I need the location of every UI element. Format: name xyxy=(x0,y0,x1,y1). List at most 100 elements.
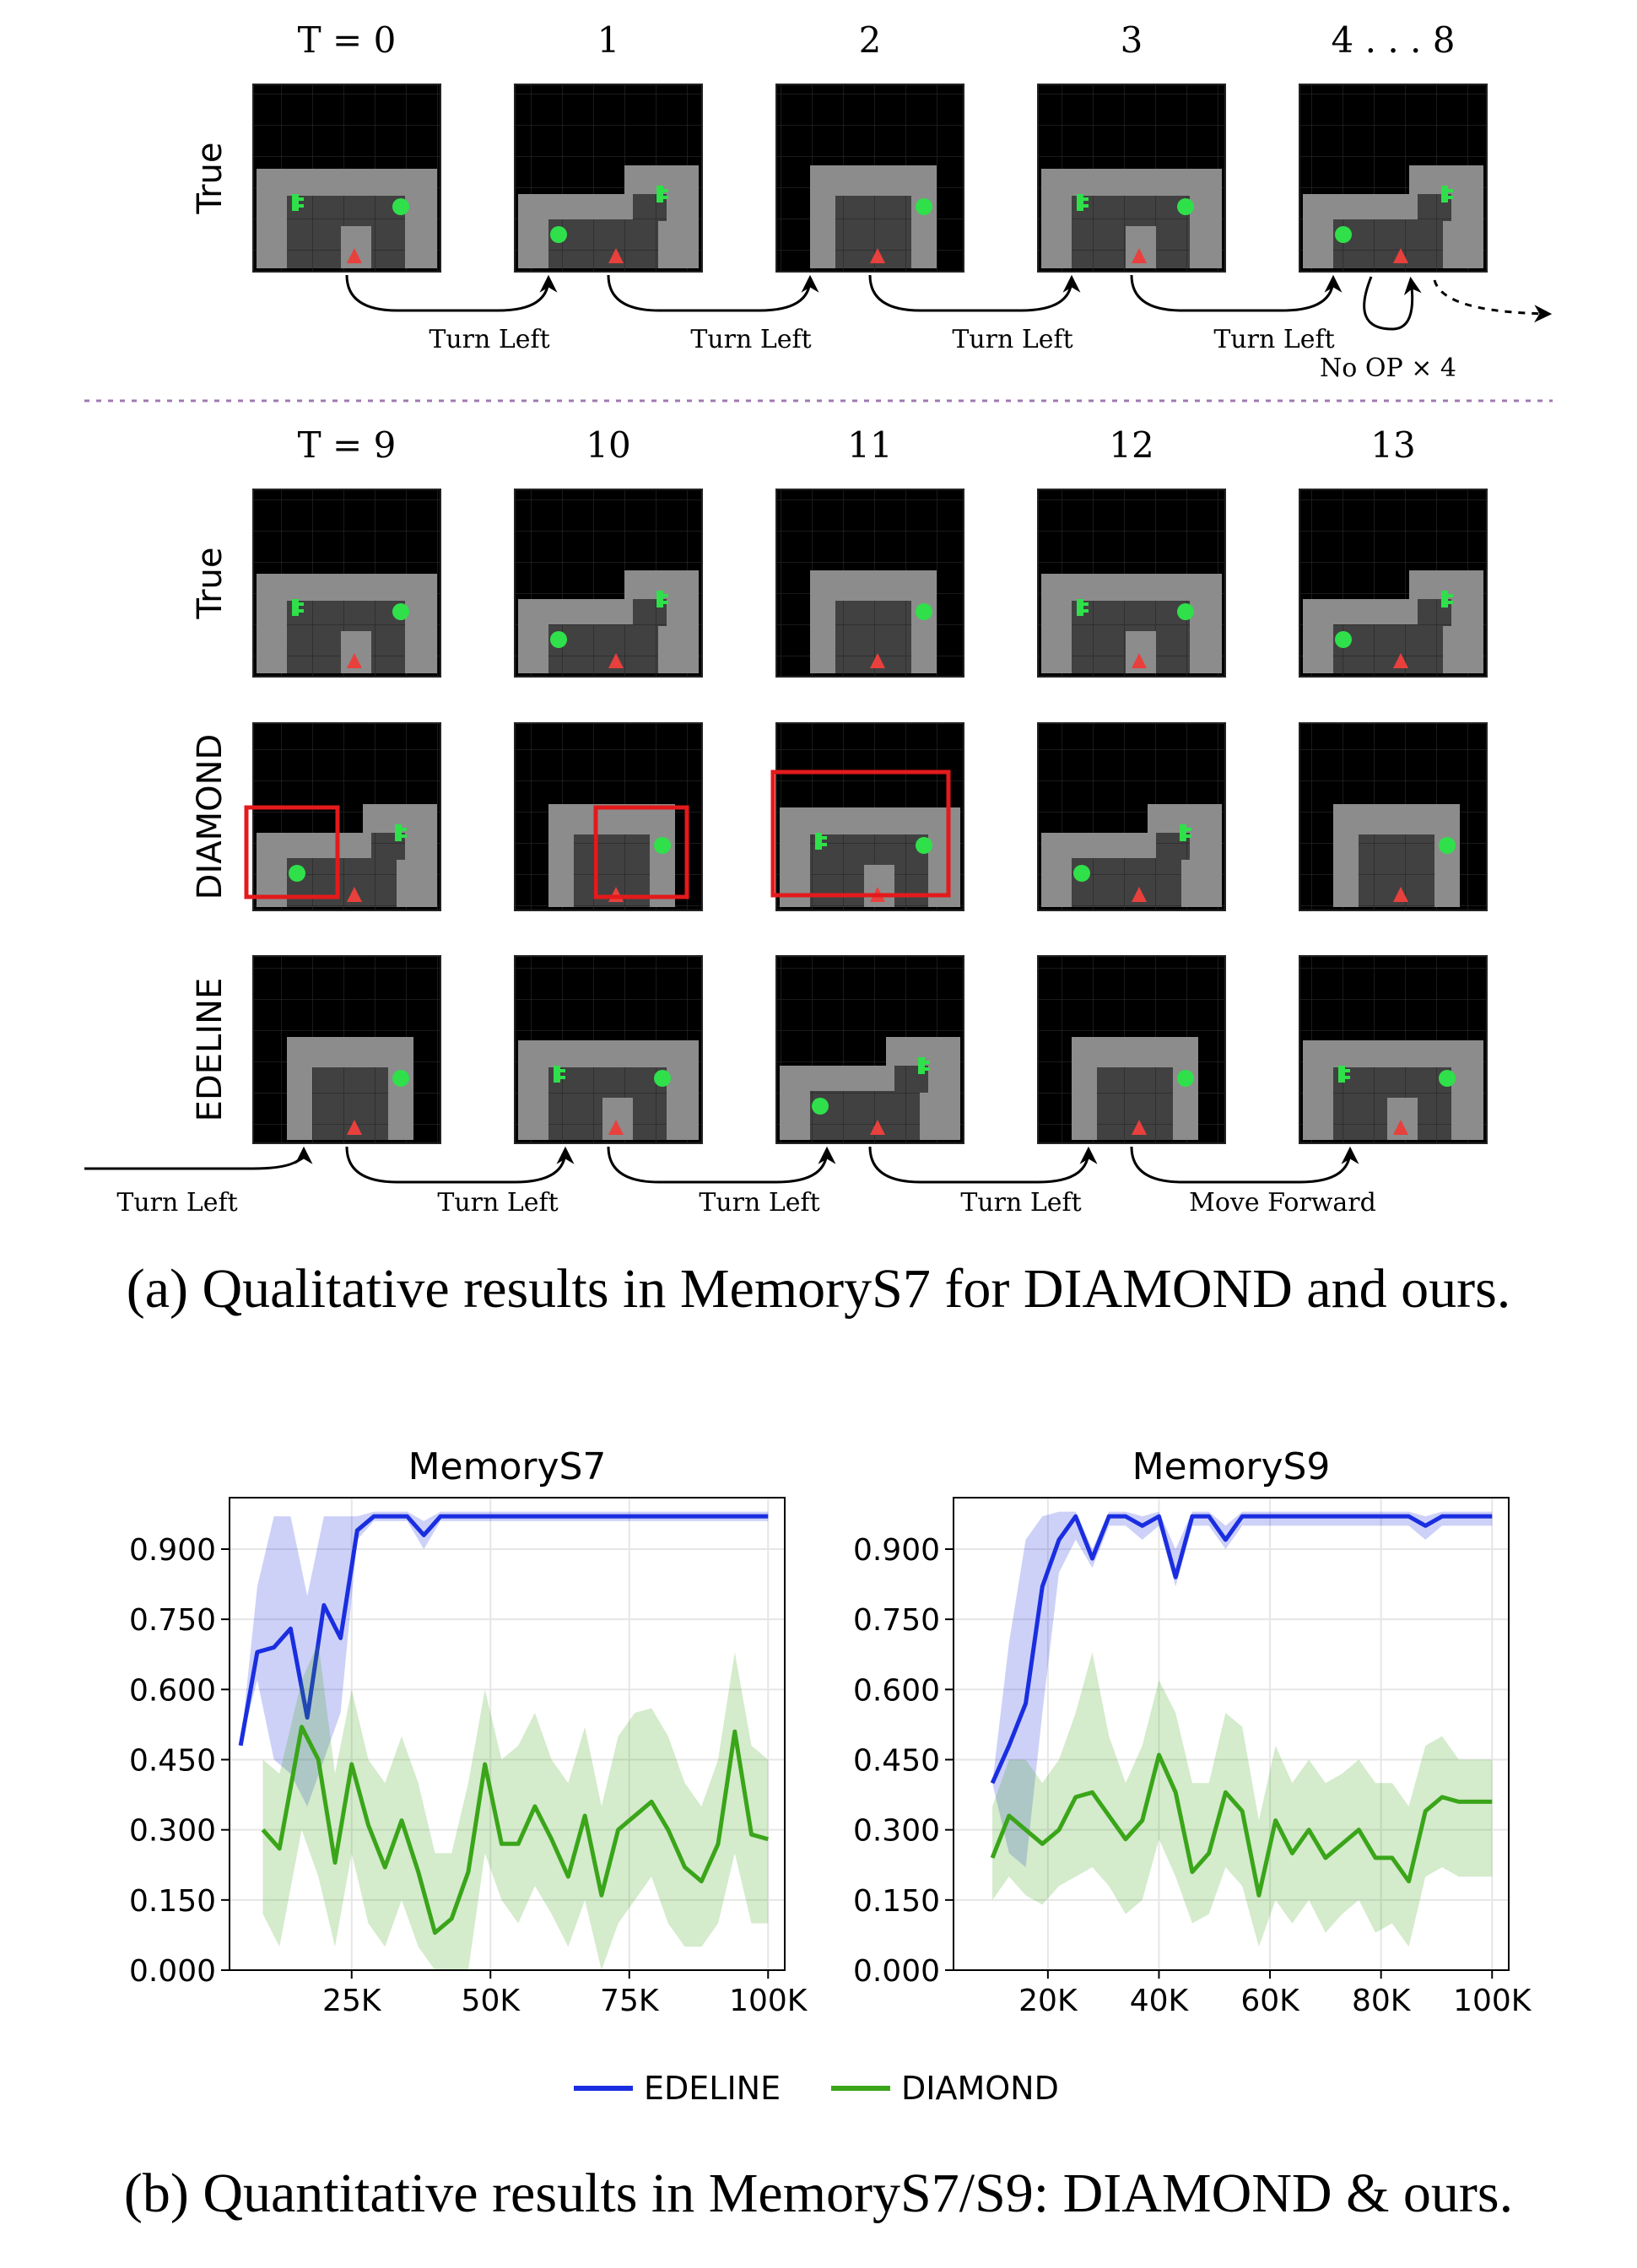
plot-frame xyxy=(953,1497,1510,1971)
action-label-top-1: Turn Left xyxy=(690,325,811,354)
quantitative-charts: 0.000 0.150 0.300 0.450 0.600 0.750 0.900 25K 50… xyxy=(129,1445,1532,2107)
timestep-bottom-label-2: 11 xyxy=(847,424,892,466)
action-label-top-2: Turn Left xyxy=(952,325,1072,354)
row-label-bottom-0: True xyxy=(191,548,230,620)
panel-true-top-0 xyxy=(252,84,441,273)
panel-edeline-1 xyxy=(514,955,703,1144)
panel-edeline-2 xyxy=(775,955,964,1144)
timestep-bottom-label-3: 12 xyxy=(1109,424,1153,466)
action-arrow-bottom-4 xyxy=(1130,1146,1359,1184)
action-arrow-bottom-1 xyxy=(345,1146,575,1184)
timestep-top-label-1: 1 xyxy=(597,19,620,61)
band-diamond xyxy=(992,1651,1493,1947)
panel-true-1 xyxy=(514,489,703,678)
row-label-bottom-2: EDELINE xyxy=(191,978,230,1122)
ytick-label-5: 0.750 xyxy=(129,1603,216,1638)
action-label-bottom-4: Move Forward xyxy=(1189,1188,1376,1218)
ytick-label-3: 0.450 xyxy=(853,1743,940,1778)
ytick-label-2: 0.300 xyxy=(129,1814,216,1849)
ytick-label-1: 0.150 xyxy=(129,1884,216,1919)
ytick-label-4: 0.600 xyxy=(853,1673,940,1708)
panel-true-0 xyxy=(252,489,441,678)
legend: EDELINE DIAMOND xyxy=(574,2070,1059,2107)
action-label-bottom-1: Turn Left xyxy=(437,1188,558,1218)
timestep-bottom-label-4: 13 xyxy=(1370,424,1415,466)
panel-edeline-4 xyxy=(1299,955,1488,1144)
series-line-diamond xyxy=(261,1725,769,1936)
band-edeline xyxy=(992,1511,1493,1868)
legend-label-diamond: DIAMOND xyxy=(901,2070,1059,2107)
timestep-bottom-label-1: 10 xyxy=(586,424,630,466)
chart-memorys7: 0.000 0.150 0.300 0.450 0.600 0.750 0.900 25K 50… xyxy=(129,1445,808,2018)
highlight-box-0 xyxy=(244,805,340,899)
continue-arrow xyxy=(1433,279,1553,323)
panel-edeline-3 xyxy=(1037,955,1226,1144)
caption-b: (b) Quantitative results in MemoryS7/S9:… xyxy=(123,2163,1514,2224)
xtick-label-1: 50K xyxy=(462,1984,521,2018)
timestep-top-label-0: T = 0 xyxy=(298,19,397,61)
panel-diamond-4 xyxy=(1299,722,1488,911)
panel-true-2 xyxy=(775,489,964,678)
chart-title: MemoryS7 xyxy=(408,1445,607,1488)
action-label-bottom-2: Turn Left xyxy=(699,1188,819,1218)
caption-a: (a) Qualitative results in MemoryS7 for … xyxy=(126,1258,1511,1320)
xtick-label-3: 100K xyxy=(729,1984,808,2018)
ytick-label-0: 0.000 xyxy=(129,1954,216,1989)
noop-label: No OP × 4 xyxy=(1320,354,1456,383)
timestep-top-label-2: 2 xyxy=(859,19,882,61)
band-diamond xyxy=(262,1642,769,1970)
timestep-top-label-4: 4 . . . 8 xyxy=(1332,19,1456,61)
ytick-label-6: 0.900 xyxy=(853,1533,940,1568)
row-label-bottom-1: DIAMOND xyxy=(191,734,230,900)
row-label-top-true: True xyxy=(191,143,230,215)
action-arrow-top-0 xyxy=(345,274,558,312)
xtick-label-3: 80K xyxy=(1352,1984,1412,2018)
plot-frame xyxy=(229,1497,786,1971)
highlight-box-1 xyxy=(593,805,689,899)
timestep-top-label-3: 3 xyxy=(1121,19,1143,61)
series-line-diamond xyxy=(990,1752,1493,1898)
action-arrow-top-3 xyxy=(1130,274,1343,312)
panel-true-top-1 xyxy=(514,84,703,273)
panel-true-top-2 xyxy=(775,84,964,273)
action-arrow-bottom-2 xyxy=(607,1146,836,1184)
panel-diamond-1 xyxy=(514,722,703,911)
ytick-label-5: 0.750 xyxy=(853,1603,940,1638)
xtick-label-2: 60K xyxy=(1240,1984,1300,2018)
xtick-label-0: 25K xyxy=(322,1984,382,2018)
action-arrow-top-2 xyxy=(868,274,1081,312)
ytick-label-4: 0.600 xyxy=(129,1673,216,1708)
chart-title: MemoryS9 xyxy=(1132,1445,1331,1488)
panel-true-3 xyxy=(1037,489,1226,678)
highlight-box-2 xyxy=(770,770,951,898)
xtick-label-2: 75K xyxy=(600,1984,660,2018)
series-line-edeline xyxy=(238,1514,769,1747)
panel-diamond-0 xyxy=(252,722,441,911)
ytick-label-6: 0.900 xyxy=(129,1533,216,1568)
action-label-bottom-0: Turn Left xyxy=(116,1188,237,1218)
action-label-top-0: Turn Left xyxy=(429,325,549,354)
action-label-top-3: Turn Left xyxy=(1213,325,1334,354)
ytick-label-2: 0.300 xyxy=(853,1814,940,1849)
timestep-bottom-label-0: T = 9 xyxy=(298,424,397,466)
panel-true-4 xyxy=(1299,489,1488,678)
xtick-label-1: 40K xyxy=(1130,1984,1190,2018)
ytick-label-0: 0.000 xyxy=(853,1954,940,1989)
action-arrow-bottom-3 xyxy=(868,1146,1098,1184)
xtick-label-0: 20K xyxy=(1018,1984,1078,2018)
chart-memorys9: 0.000 0.150 0.300 0.450 0.600 0.750 0.900 20K 40… xyxy=(853,1445,1532,2018)
xtick-label-4: 100K xyxy=(1453,1984,1532,2018)
ytick-label-1: 0.150 xyxy=(853,1884,940,1919)
panel-true-top-3 xyxy=(1037,84,1226,273)
panel-true-top-4 xyxy=(1299,84,1488,273)
ytick-label-3: 0.450 xyxy=(129,1743,216,1778)
panel-diamond-3 xyxy=(1037,722,1226,911)
action-arrow-top-1 xyxy=(607,274,819,312)
legend-label-edeline: EDELINE xyxy=(644,2070,781,2107)
action-label-bottom-3: Turn Left xyxy=(960,1188,1081,1218)
panel-diamond-2 xyxy=(775,722,964,911)
panel-edeline-0 xyxy=(252,955,441,1144)
action-arrow-bottom-0 xyxy=(84,1146,313,1170)
